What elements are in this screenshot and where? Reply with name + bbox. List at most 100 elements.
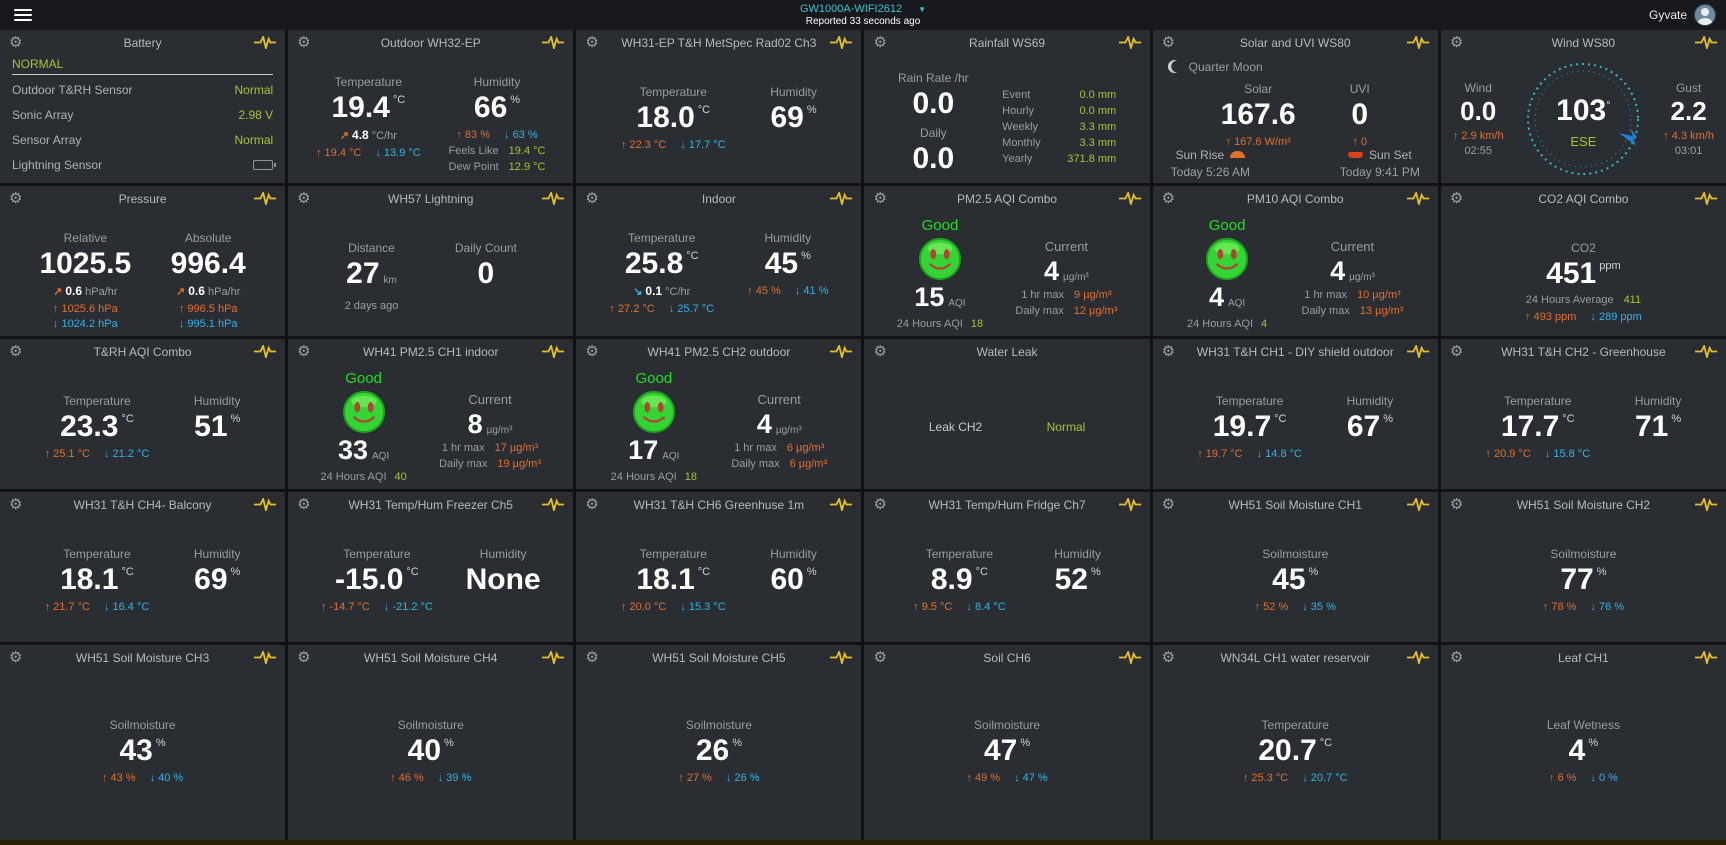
menu-icon[interactable] [14, 6, 32, 24]
wind-compass: 103° ESE [1522, 58, 1644, 180]
history-chart-icon[interactable] [1406, 345, 1429, 358]
max-value: 20.9 °C [1485, 448, 1531, 460]
history-chart-icon[interactable] [1694, 192, 1717, 205]
history-chart-icon[interactable] [1406, 651, 1429, 664]
history-chart-icon[interactable] [254, 651, 277, 664]
max-time: 03:01 [1674, 145, 1703, 158]
min-value: 21.2 °C [104, 448, 150, 460]
gear-icon[interactable]: ⚙ [1161, 34, 1176, 51]
gear-icon[interactable]: ⚙ [297, 496, 311, 513]
gear-icon[interactable]: ⚙ [585, 34, 599, 51]
card-battery: ⚙ Battery NORMAL Outdoor T&RH Sensor Norma… [0, 30, 286, 183]
gear-icon[interactable]: ⚙ [9, 190, 23, 207]
wind-direction-compass: ESE [1570, 134, 1597, 149]
history-chart-icon[interactable] [830, 651, 853, 664]
user-avatar-icon[interactable] [1694, 4, 1716, 26]
history-chart-icon[interactable] [1118, 36, 1141, 49]
gear-icon[interactable]: ⚙ [297, 343, 311, 360]
gear-icon[interactable]: ⚙ [297, 190, 311, 207]
history-chart-icon[interactable] [1118, 651, 1141, 664]
history-chart-icon[interactable] [830, 36, 853, 49]
gear-icon[interactable]: ⚙ [1449, 34, 1464, 51]
history-chart-icon[interactable] [254, 498, 277, 511]
gear-icon[interactable]: ⚙ [1161, 649, 1176, 666]
card-fridge-ch7: ⚙ WH31 Temp/Hum Fridge Ch7 Temperature 8.… [864, 492, 1150, 642]
card-title: WH31-EP T&H MetSpec Rad02 Ch3 [621, 35, 817, 50]
card-title: WH31 T&H CH1 - DIY shield outdoor [1196, 344, 1394, 359]
history-chart-icon[interactable] [830, 192, 853, 205]
card-title: Rainfall WS69 [969, 35, 1046, 50]
history-chart-icon[interactable] [254, 36, 277, 49]
history-chart-icon[interactable] [542, 192, 565, 205]
gear-icon[interactable]: ⚙ [1449, 496, 1464, 513]
card-title: Battery [123, 35, 162, 50]
gear-icon[interactable]: ⚙ [1449, 649, 1464, 666]
card-soil-ch3: ⚙ WH51 Soil Moisture CH3 Soilmoisture 43%… [0, 645, 286, 840]
gear-icon[interactable]: ⚙ [585, 190, 599, 207]
history-chart-icon[interactable] [830, 498, 853, 511]
gear-icon[interactable]: ⚙ [1161, 343, 1176, 360]
gear-icon[interactable]: ⚙ [873, 649, 887, 666]
history-chart-icon[interactable] [542, 498, 565, 511]
aqi-current: Current 4 µg/m³ 1 hr max 9 µg/m³ Daily max… [1015, 239, 1118, 318]
card-title: WH57 Lightning [388, 191, 474, 206]
gear-icon[interactable]: ⚙ [9, 649, 23, 666]
history-chart-icon[interactable] [254, 192, 277, 205]
min-value: 8.4 °C [966, 601, 1006, 613]
history-chart-icon[interactable] [542, 345, 565, 358]
gear-icon[interactable]: ⚙ [585, 649, 599, 666]
gear-icon[interactable]: ⚙ [1161, 496, 1176, 513]
device-selector[interactable]: GW1000A-WIFI2612 ▼ Reported 33 seconds ag… [800, 3, 926, 27]
humidity-metric: Humidity 60% [770, 547, 817, 596]
history-chart-icon[interactable] [1694, 651, 1717, 664]
gear-icon[interactable]: ⚙ [9, 496, 23, 513]
gear-icon[interactable]: ⚙ [1449, 343, 1464, 360]
gear-icon[interactable]: ⚙ [873, 190, 887, 207]
soilmoisture-metric: Soilmoisture 26% 27 %26 % [678, 718, 760, 784]
reported-status: Reported 33 seconds ago [805, 16, 921, 27]
gear-icon[interactable]: ⚙ [873, 34, 887, 51]
min-value: 0 % [1590, 772, 1618, 784]
history-chart-icon[interactable] [1694, 498, 1717, 511]
gear-icon[interactable]: ⚙ [9, 343, 23, 360]
leak-status: Normal [1046, 419, 1086, 434]
gear-icon[interactable]: ⚙ [873, 496, 887, 513]
history-chart-icon[interactable] [1694, 36, 1717, 49]
history-chart-icon[interactable] [1118, 498, 1141, 511]
username[interactable]: Gyvate [1648, 8, 1687, 22]
history-chart-icon[interactable] [254, 345, 277, 358]
gear-icon[interactable]: ⚙ [1449, 190, 1464, 207]
history-chart-icon[interactable] [1406, 36, 1429, 49]
history-chart-icon[interactable] [1118, 192, 1141, 205]
aqi-status: Good [635, 370, 673, 387]
history-chart-icon[interactable] [1406, 498, 1429, 511]
temperature-metric: Temperature 18.1°C 20.0 °C15.3 °C [621, 547, 725, 613]
card-title: Wind WS80 [1551, 35, 1616, 50]
gear-icon[interactable]: ⚙ [585, 496, 599, 513]
device-name[interactable]: GW1000A-WIFI2612 [799, 3, 903, 15]
gear-icon[interactable]: ⚙ [297, 649, 311, 666]
min-value: -21.2 °C [384, 601, 432, 613]
gear-icon[interactable]: ⚙ [873, 343, 887, 360]
gear-icon[interactable]: ⚙ [9, 34, 23, 51]
history-chart-icon[interactable] [1694, 345, 1717, 358]
history-chart-icon[interactable] [542, 36, 565, 49]
history-chart-icon[interactable] [830, 345, 853, 358]
history-chart-icon[interactable] [542, 651, 565, 664]
gear-icon[interactable]: ⚙ [1161, 190, 1176, 207]
card-title: WN34L CH1 water reservoir [1220, 650, 1371, 665]
humidity-metric: Humidity 45% 45 %41 % [747, 231, 829, 297]
card-title: Water Leak [976, 344, 1038, 359]
min-value: 16.4 °C [104, 601, 150, 613]
card-title: Pressure [118, 191, 167, 206]
gear-icon[interactable]: ⚙ [585, 343, 599, 360]
card-leaf-ch1: ⚙Leaf CH1 Leaf Wetness 4% 6 %0 % [1440, 645, 1726, 840]
history-chart-icon[interactable] [1406, 192, 1429, 205]
gear-icon[interactable]: ⚙ [297, 34, 311, 51]
max-value: 27 % [678, 772, 712, 784]
chevron-down-icon[interactable]: ▼ [918, 4, 927, 14]
max-value: 493 ppm [1525, 311, 1577, 323]
trend-down-icon [633, 286, 645, 298]
sensor-status: Normal [234, 83, 274, 97]
min-value: 76 % [1590, 601, 1624, 613]
